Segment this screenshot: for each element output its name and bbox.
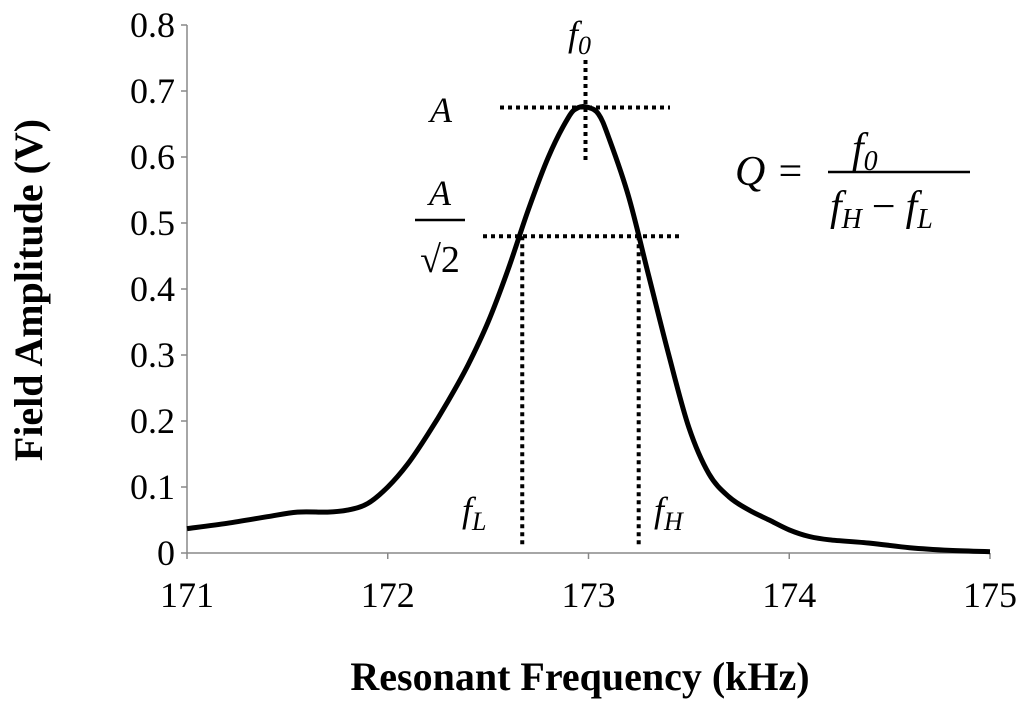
y-tick-label: 0.3 [130,335,175,375]
x-tick-label: 172 [361,575,415,615]
q-formula-denominator: fH − fL [830,184,933,235]
q-formula-den-minus: − [872,184,896,230]
y-tick-label: 0.4 [130,269,175,309]
x-axis-title: Resonant Frequency (kHz) [350,654,809,699]
fH-label: fH [654,490,684,536]
q-formula-lhs: Q = [735,149,804,195]
fL-label-sub: L [471,507,486,536]
fL-label: fL [462,490,486,536]
amplitude-label: A [428,90,453,130]
q-formula-den-b-sub: L [916,204,933,235]
y-tick-label: 0.8 [130,5,175,45]
y-axis-title: Field Amplitude (V) [6,119,51,461]
half-power-denominator: √2 [420,239,460,281]
q-formula-numerator: f0 [852,126,878,177]
half-power-label: A √2 [415,173,465,281]
x-tick-labels: 171 172 173 174 175 [160,553,1017,615]
series-group [186,103,991,555]
x-tick-label: 174 [762,575,816,615]
q-formula: Q = f0 fH − fL [735,126,970,235]
half-power-numerator: A [427,173,452,213]
marker-lines [483,60,680,545]
y-tick-label: 0 [157,533,175,573]
y-tick-label: 0.6 [130,137,175,177]
f0-label-sub: 0 [578,31,591,60]
q-formula-numerator-sub: 0 [864,146,878,177]
x-tick-label: 175 [963,575,1017,615]
axes [186,25,990,554]
y-tick-label: 0.1 [130,467,175,507]
amplitude-series-line [186,103,991,555]
f0-label: f0 [568,14,591,60]
x-tick-label: 173 [562,575,616,615]
q-formula-den-a-sub: H [841,204,864,235]
fH-label-sub: H [663,507,684,536]
y-tick-labels: 0 0.1 0.2 0.3 0.4 0.5 0.6 0.7 0.8 [130,5,187,573]
y-tick-label: 0.5 [130,203,175,243]
x-tick-label: 171 [160,575,214,615]
y-tick-label: 0.7 [130,71,175,111]
y-tick-label: 0.2 [130,401,175,441]
